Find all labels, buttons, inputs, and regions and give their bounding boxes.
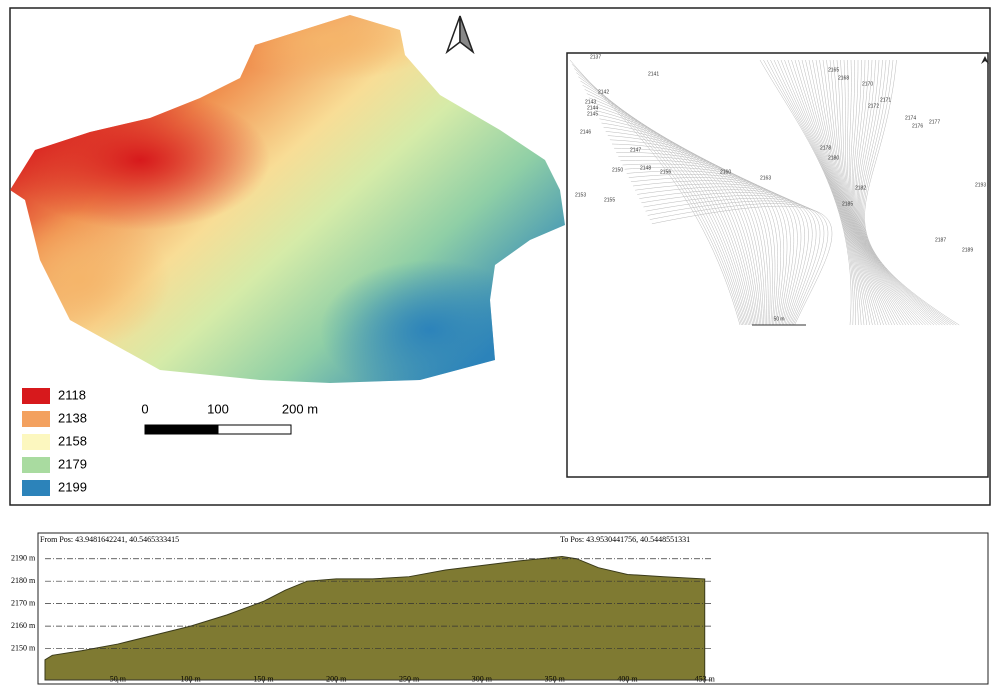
page: { "map": { "legend": [ {"label": "2118",… <box>0 0 992 686</box>
contour-label: 2187 <box>935 237 946 243</box>
contour-label: 2189 <box>962 247 973 253</box>
contour-label: 2176 <box>912 123 923 129</box>
y-tick-label: 2150 m <box>11 643 36 652</box>
from-label: From Pos: 43.9481642241, 40.5465333415 <box>40 535 179 544</box>
contour-label: 2163 <box>760 175 771 181</box>
contour-label: 2150 <box>612 167 623 173</box>
x-tick-label: 250 m <box>399 675 420 684</box>
contour-label: 2178 <box>820 145 831 151</box>
x-tick-label: 200 m <box>326 675 347 684</box>
contour-label: 2160 <box>720 169 731 175</box>
x-tick-label: 400 m <box>617 675 638 684</box>
scale-bar-white <box>218 425 291 434</box>
elevation-area <box>45 556 705 680</box>
contour-label: 2185 <box>842 201 853 207</box>
legend-label: 2118 <box>58 387 86 402</box>
contour-label: 2168 <box>838 75 849 81</box>
x-tick-label: 100 m <box>181 675 202 684</box>
legend-swatch <box>22 411 50 427</box>
x-tick-label: 350 m <box>545 675 566 684</box>
legend-swatch <box>22 457 50 473</box>
legend-label: 2179 <box>58 456 87 471</box>
north-arrow <box>447 16 473 52</box>
contour-label: 2177 <box>929 119 940 125</box>
contour-label: 2171 <box>880 97 891 103</box>
contour-label: 2141 <box>648 71 659 77</box>
contour-label: 2155 <box>604 197 615 203</box>
x-tick-label: 300 m <box>472 675 493 684</box>
contour-label: 2193 <box>975 182 986 188</box>
x-tick-label: 50 m <box>110 675 127 684</box>
y-tick-label: 2180 m <box>11 576 36 585</box>
y-tick-label: 2170 m <box>11 598 36 607</box>
scale-label: 0 <box>141 401 148 416</box>
scale-label: 100 <box>207 401 229 416</box>
contour-label: 2170 <box>862 81 873 87</box>
profile-chart: 2150 m 2160 m 2170 m 2180 m 2190 m 50 m 100 m 1… <box>11 554 716 684</box>
legend-swatch <box>22 388 50 404</box>
y-tick-label: 2190 m <box>11 554 36 563</box>
contour-label: 2147 <box>630 147 641 153</box>
contour-label: 2145 <box>587 111 598 117</box>
contour-scale-label: 50 m <box>773 316 784 322</box>
contour-label: 2153 <box>575 192 586 198</box>
contour-label: 2174 <box>905 115 916 121</box>
contour-label: 2146 <box>580 129 591 135</box>
contour-label: 2172 <box>868 103 879 109</box>
contour-label: 2148 <box>640 165 651 171</box>
contour-label: 2142 <box>598 89 609 95</box>
to-label: To Pos: 43.9530441756, 40.5448551331 <box>560 535 690 544</box>
contour-label: 2137 <box>590 54 601 60</box>
legend-label: 2158 <box>58 433 87 448</box>
scale-bar-black <box>145 425 218 434</box>
contour-label: 2180 <box>828 155 839 161</box>
contour-label: 2182 <box>855 185 866 191</box>
legend-label: 2199 <box>58 479 87 494</box>
contour-label: 2165 <box>828 67 839 73</box>
y-tick-label: 2160 m <box>11 621 36 630</box>
legend-swatch <box>22 480 50 496</box>
x-tick-label: 453 m <box>695 675 716 684</box>
elevation-raster <box>0 0 570 400</box>
figure: 50 m 2118 2138 2158 2179 2199 0 100 200 m Fr… <box>0 0 992 686</box>
contour-label: 2156 <box>660 169 671 175</box>
legend-label: 2138 <box>58 410 87 425</box>
legend: 2118 2138 2158 2179 2199 <box>22 387 87 496</box>
scale-label: 200 m <box>282 401 318 416</box>
x-tick-label: 150 m <box>253 675 274 684</box>
legend-swatch <box>22 434 50 450</box>
